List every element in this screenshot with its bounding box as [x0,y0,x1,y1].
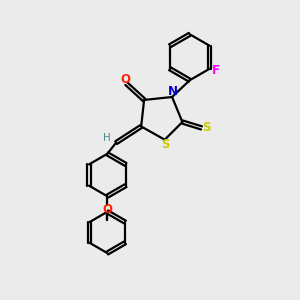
Text: H: H [103,133,111,143]
Text: F: F [212,64,220,77]
Text: S: S [161,139,170,152]
Text: N: N [168,85,178,98]
Text: S: S [202,121,211,134]
Text: O: O [102,203,112,216]
Text: O: O [120,73,130,86]
